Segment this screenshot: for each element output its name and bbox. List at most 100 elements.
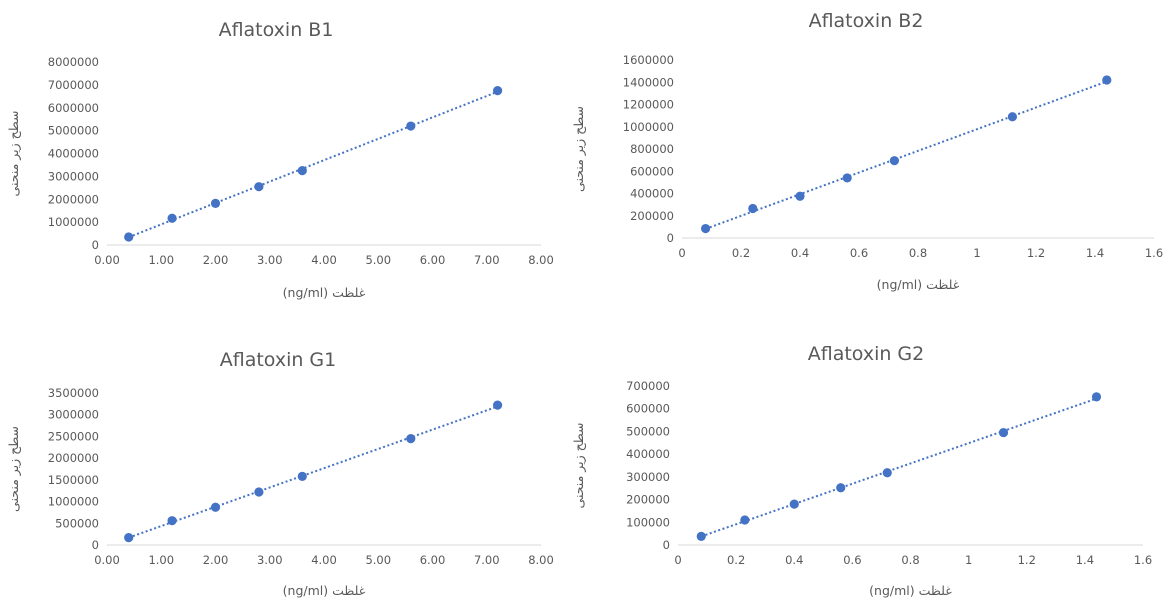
x-axis-title: غلظت (ng/ml) (869, 583, 952, 598)
chart-3: Aflatoxin G2 0 100000 200000 300000 400000 500… (571, 343, 1152, 598)
y-tick-label: 400000 (626, 447, 670, 461)
y-tick-label: 1000000 (48, 215, 99, 229)
y-tick-label: 1200000 (623, 98, 674, 112)
y-tick-label: 2500000 (48, 429, 99, 443)
y-tick-label: 7000000 (48, 78, 99, 92)
data-point (740, 515, 750, 525)
data-point (882, 468, 892, 478)
x-tick-label: 7.00 (474, 553, 500, 567)
x-tick-label: 1 (965, 553, 972, 567)
x-tick-label: 8.00 (528, 253, 554, 267)
data-point (1102, 75, 1112, 85)
y-tick-label: 500000 (626, 424, 670, 438)
x-tick-label: 2.00 (203, 253, 229, 267)
y-tick-label: 0 (663, 538, 670, 552)
trendline (128, 90, 498, 239)
x-tick-label: 1.6 (1145, 246, 1163, 260)
x-tick-label: 6.00 (420, 253, 446, 267)
chart-title: Aflatoxin B1 (219, 19, 334, 41)
data-point (297, 166, 307, 176)
y-tick-label: 0 (667, 231, 674, 245)
y-tick-label: 6000000 (48, 101, 99, 115)
y-tick-label: 700000 (626, 379, 670, 393)
x-tick-label: 4.00 (311, 553, 337, 567)
y-tick-label: 0 (92, 538, 99, 552)
y-tick-label: 0 (92, 238, 99, 252)
data-point (889, 156, 900, 166)
y-tick-label: 3000000 (48, 408, 99, 422)
x-tick-label: 0.00 (94, 553, 120, 567)
x-tick-label: 0.6 (843, 553, 861, 567)
data-point (1091, 392, 1102, 402)
trendline (128, 405, 498, 539)
y-tick-label: 500000 (55, 516, 99, 530)
y-tick-label: 300000 (626, 470, 670, 484)
y-axis-title: سطح زیر منحنی (571, 423, 587, 509)
data-point (748, 203, 758, 214)
data-point (701, 223, 711, 234)
x-tick-label: 0.2 (727, 553, 745, 567)
y-tick-label: 1500000 (48, 473, 99, 487)
data-point (167, 516, 177, 526)
x-tick-label: 1.4 (1076, 553, 1094, 567)
data-point (836, 483, 846, 493)
data-point (406, 121, 416, 131)
chart-1: Aflatoxin B20200000400000600000800000100… (571, 10, 1163, 292)
x-tick-label: 0.2 (732, 246, 750, 260)
x-tick-label: 8.00 (528, 553, 554, 567)
y-tick-label: 800000 (630, 142, 674, 156)
y-tick-label: 3000000 (48, 169, 99, 183)
y-tick-label: 2000000 (48, 451, 99, 465)
y-tick-label: 200000 (626, 493, 670, 507)
y-tick-label: 1400000 (623, 75, 674, 89)
data-point (1007, 112, 1018, 122)
data-point (406, 434, 416, 444)
x-tick-label: 1.4 (1086, 246, 1104, 260)
x-tick-label: 0.4 (785, 553, 803, 567)
data-point (789, 499, 799, 509)
data-point (795, 191, 805, 201)
data-point (696, 531, 706, 541)
chart-title: Aflatoxin B2 (809, 10, 924, 32)
x-tick-label: 5.00 (365, 253, 391, 267)
x-tick-label: 0.6 (850, 246, 868, 260)
y-tick-label: 1600000 (623, 53, 674, 67)
x-tick-label: 2.00 (203, 553, 229, 567)
data-point (998, 427, 1009, 438)
x-tick-label: 1.6 (1134, 553, 1152, 567)
y-axis-title: سطح زیر منحنی (571, 106, 587, 192)
y-tick-label: 1000000 (623, 120, 674, 134)
data-point (254, 182, 264, 192)
data-point (493, 85, 503, 96)
y-tick-label: 200000 (630, 209, 674, 223)
chart-title: Aflatoxin G2 (808, 343, 925, 365)
y-tick-label: 600000 (630, 164, 674, 178)
x-tick-label: 0.8 (901, 553, 919, 567)
x-tick-label: 1.2 (1027, 246, 1045, 260)
x-tick-label: 3.00 (257, 253, 283, 267)
x-axis-title: غلظت (ng/ml) (877, 277, 960, 292)
chart-title: Aflatoxin G1 (220, 349, 337, 371)
data-point (210, 502, 221, 512)
y-tick-label: 100000 (626, 515, 670, 529)
chart-0: Aflatoxin B1 0 1000000 2000000 3000000 400000… (6, 19, 554, 300)
y-tick-label: 3500000 (48, 386, 99, 400)
data-point (297, 471, 307, 481)
data-point (210, 198, 221, 208)
data-point (493, 400, 503, 410)
y-tick-label: 2000000 (48, 192, 99, 206)
data-point (124, 232, 134, 242)
x-tick-label: 0 (678, 246, 685, 260)
x-tick-label: 0.8 (909, 246, 927, 260)
trendline (700, 397, 1097, 538)
x-tick-label: 3.00 (257, 553, 283, 567)
y-axis-title: سطح زیر منحنی (6, 111, 22, 197)
y-axis-title: سطح زیر منحنی (6, 426, 22, 512)
x-axis-title: غلظت (ng/ml) (283, 583, 366, 598)
x-tick-label: 1 (973, 246, 980, 260)
x-tick-label: 0 (674, 553, 681, 567)
x-tick-label: 6.00 (420, 553, 446, 567)
x-tick-label: 7.00 (474, 253, 500, 267)
y-tick-label: 1000000 (48, 495, 99, 509)
x-tick-label: 0.4 (791, 246, 809, 260)
